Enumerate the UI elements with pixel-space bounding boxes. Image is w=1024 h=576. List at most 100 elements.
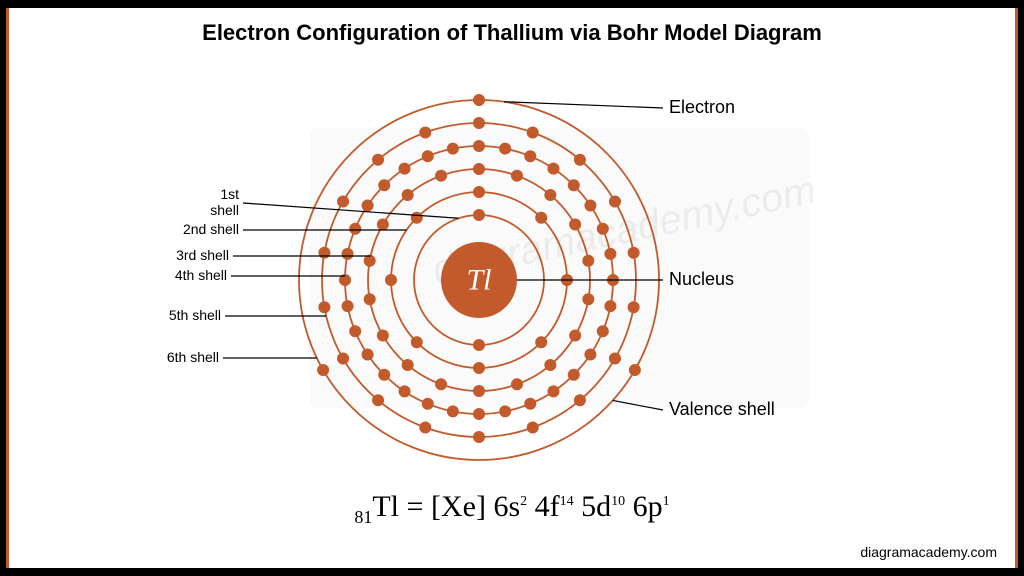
electron — [628, 301, 640, 313]
electron — [364, 293, 376, 305]
electron — [378, 179, 390, 191]
leader-line — [613, 400, 663, 410]
electron — [318, 301, 330, 313]
electron — [473, 163, 485, 175]
electron — [584, 200, 596, 212]
electron — [362, 200, 374, 212]
bohr-diagram: Tl 1stshell 2nd shell 3rd shell 4th shell 5th… — [9, 58, 1015, 508]
credit-text: diagramacademy.com — [860, 544, 997, 560]
noble-core: Xe — [441, 490, 476, 523]
electron — [535, 212, 547, 224]
electron — [569, 330, 581, 342]
shell-label: 5th shell — [169, 307, 221, 323]
electron — [582, 293, 594, 305]
electron — [535, 336, 547, 348]
shell-label: 4th shell — [175, 267, 227, 283]
electron — [597, 325, 609, 337]
electron — [342, 300, 354, 312]
electron — [473, 408, 485, 420]
callout-label: Nucleus — [669, 269, 734, 289]
electron — [422, 398, 434, 410]
shell-label: 2nd shell — [183, 221, 239, 237]
electron — [499, 405, 511, 417]
electron — [609, 353, 621, 365]
electron — [597, 223, 609, 235]
electron — [629, 364, 641, 376]
electron — [527, 126, 539, 138]
electron-config-equation: 81Tl = [Xe] 6s2 4f14 5d10 6p1 — [9, 490, 1015, 528]
electron — [473, 385, 485, 397]
electron — [527, 422, 539, 434]
nucleus-label: Tl — [466, 264, 491, 297]
config-terms: 6s2 4f14 5d10 6p1 — [493, 490, 669, 523]
electron — [385, 274, 397, 286]
electron — [317, 364, 329, 376]
electron — [524, 398, 536, 410]
electron — [547, 385, 559, 397]
electron — [574, 154, 586, 166]
electron — [473, 186, 485, 198]
diagram-frame: Electron Configuration of Thallium via B… — [6, 8, 1018, 568]
electron — [473, 140, 485, 152]
electron — [419, 126, 431, 138]
electron — [349, 325, 361, 337]
electron — [337, 353, 349, 365]
electron — [349, 223, 361, 235]
electron — [447, 143, 459, 155]
electron — [318, 247, 330, 259]
electron — [419, 422, 431, 434]
electron — [473, 431, 485, 443]
electron — [473, 362, 485, 374]
electron — [604, 248, 616, 260]
electron — [378, 369, 390, 381]
electron — [524, 150, 536, 162]
electron — [511, 170, 523, 182]
electron — [411, 336, 423, 348]
electron — [411, 212, 423, 224]
electron — [422, 150, 434, 162]
electron — [584, 348, 596, 360]
callout-label: Electron — [669, 97, 735, 117]
electron — [362, 348, 374, 360]
electron — [544, 189, 556, 201]
atomic-number: 81 — [354, 507, 372, 527]
shell-label: shell — [210, 202, 239, 218]
electron — [628, 247, 640, 259]
shell-label: 3rd shell — [176, 247, 229, 263]
shell-label: 6th shell — [167, 349, 219, 365]
shell-label: 1st — [220, 186, 239, 202]
electron — [547, 163, 559, 175]
electron — [609, 196, 621, 208]
electron — [568, 179, 580, 191]
electron — [337, 196, 349, 208]
electron — [473, 209, 485, 221]
electron — [342, 248, 354, 260]
element-symbol-eq: Tl — [372, 490, 399, 523]
bohr-svg: Tl 1stshell 2nd shell 3rd shell 4th shell 5th… — [9, 58, 1024, 508]
electron — [511, 378, 523, 390]
electron — [544, 359, 556, 371]
page-title: Electron Configuration of Thallium via B… — [9, 20, 1015, 46]
electron — [372, 394, 384, 406]
electron — [377, 330, 389, 342]
electron — [582, 255, 594, 267]
electron — [399, 385, 411, 397]
electron — [435, 170, 447, 182]
electron — [402, 189, 414, 201]
electron — [372, 154, 384, 166]
callout-label: Valence shell — [669, 399, 775, 419]
electron — [568, 369, 580, 381]
leader-line — [243, 203, 459, 218]
electron — [399, 163, 411, 175]
electron — [473, 339, 485, 351]
electron — [447, 405, 459, 417]
electron — [574, 394, 586, 406]
electron — [473, 117, 485, 129]
electron — [377, 219, 389, 231]
electron — [499, 143, 511, 155]
electron — [569, 219, 581, 231]
electron — [402, 359, 414, 371]
electron — [604, 300, 616, 312]
electron — [435, 378, 447, 390]
electron — [473, 94, 485, 106]
